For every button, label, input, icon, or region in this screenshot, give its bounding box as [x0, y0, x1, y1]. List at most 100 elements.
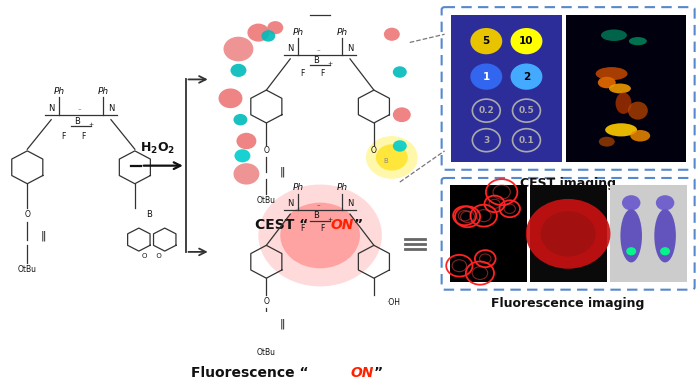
Text: Ph: Ph	[337, 183, 348, 192]
Text: ⁻: ⁻	[316, 204, 320, 211]
Circle shape	[470, 28, 502, 54]
Ellipse shape	[628, 102, 648, 120]
Text: F: F	[300, 225, 304, 233]
Text: N: N	[346, 44, 354, 53]
Text: ‖: ‖	[279, 167, 285, 178]
Text: +: +	[88, 122, 94, 127]
Text: ”: ”	[373, 366, 382, 378]
Text: F: F	[320, 69, 324, 78]
Circle shape	[393, 107, 411, 122]
Text: B: B	[313, 56, 319, 65]
Text: B: B	[74, 117, 80, 126]
Ellipse shape	[654, 209, 676, 262]
Text: ⁻: ⁻	[316, 49, 320, 55]
Circle shape	[384, 28, 400, 41]
Ellipse shape	[601, 29, 627, 41]
Text: Ph: Ph	[337, 28, 348, 37]
FancyBboxPatch shape	[442, 7, 694, 170]
Text: Ph: Ph	[97, 87, 108, 96]
Text: OtBu: OtBu	[18, 265, 37, 274]
Text: 1: 1	[483, 71, 490, 82]
FancyBboxPatch shape	[442, 178, 694, 290]
Circle shape	[660, 247, 670, 256]
Text: ‖: ‖	[41, 230, 46, 241]
Text: N: N	[108, 104, 114, 113]
Circle shape	[540, 211, 596, 257]
Circle shape	[247, 23, 270, 42]
Ellipse shape	[606, 123, 637, 136]
Text: B: B	[384, 158, 388, 164]
Bar	[610, 185, 687, 282]
Circle shape	[237, 133, 256, 149]
Text: +: +	[328, 61, 332, 66]
Circle shape	[234, 114, 247, 125]
Text: O: O	[263, 297, 270, 306]
Bar	[449, 185, 526, 282]
Text: O    O: O O	[142, 253, 162, 259]
Circle shape	[376, 144, 408, 170]
Ellipse shape	[598, 77, 616, 88]
Text: N: N	[48, 104, 55, 113]
Text: 10: 10	[519, 36, 533, 46]
Text: ”: ”	[354, 218, 363, 232]
Bar	[530, 185, 607, 282]
Text: F: F	[300, 69, 304, 78]
Text: 3: 3	[483, 136, 489, 145]
Ellipse shape	[615, 93, 631, 114]
Ellipse shape	[620, 209, 642, 262]
Text: OtBu: OtBu	[257, 348, 276, 356]
Circle shape	[223, 37, 253, 61]
Circle shape	[234, 149, 251, 163]
Text: Fluorescence “: Fluorescence “	[190, 366, 308, 378]
Text: 5: 5	[483, 36, 490, 46]
Text: Ph: Ph	[54, 87, 64, 96]
Circle shape	[218, 88, 242, 108]
Text: ‖: ‖	[279, 319, 285, 330]
Text: 0.1: 0.1	[519, 136, 534, 145]
Text: 0.5: 0.5	[519, 106, 534, 115]
Circle shape	[234, 163, 260, 184]
Text: Fluorescence imaging: Fluorescence imaging	[491, 297, 645, 310]
Ellipse shape	[609, 84, 631, 93]
Circle shape	[230, 64, 246, 77]
Text: +: +	[328, 217, 332, 222]
Text: $\mathbf{H_2O_2}$: $\mathbf{H_2O_2}$	[140, 141, 175, 156]
Bar	[451, 14, 562, 163]
Text: N: N	[287, 44, 293, 53]
Text: B: B	[313, 211, 319, 220]
Circle shape	[510, 64, 542, 90]
Text: ON: ON	[350, 366, 374, 378]
Circle shape	[510, 28, 542, 54]
Text: ON: ON	[330, 218, 354, 232]
Circle shape	[393, 140, 407, 152]
Circle shape	[526, 199, 610, 269]
Text: O: O	[263, 146, 270, 155]
Circle shape	[656, 195, 674, 211]
Text: F: F	[320, 225, 324, 233]
Text: CEST “: CEST “	[255, 218, 308, 232]
Text: CEST imaging: CEST imaging	[520, 177, 616, 190]
Text: Ph: Ph	[293, 183, 304, 192]
Text: F: F	[81, 132, 85, 141]
Text: N: N	[346, 199, 354, 208]
Text: Ph: Ph	[293, 28, 304, 37]
Text: 0.2: 0.2	[478, 106, 494, 115]
Text: 2: 2	[523, 71, 530, 82]
Bar	[566, 14, 686, 163]
Text: F: F	[61, 132, 65, 141]
Text: OtBu: OtBu	[257, 196, 276, 204]
Text: ⁻: ⁻	[77, 108, 81, 115]
Circle shape	[393, 66, 407, 78]
Circle shape	[261, 30, 275, 42]
Ellipse shape	[629, 37, 647, 45]
Circle shape	[280, 203, 360, 268]
Circle shape	[470, 64, 502, 90]
Circle shape	[258, 184, 382, 287]
Ellipse shape	[630, 130, 650, 141]
Circle shape	[366, 136, 418, 179]
Text: N: N	[287, 199, 293, 208]
Circle shape	[622, 195, 640, 211]
Text: O: O	[371, 146, 377, 155]
Text: ·OH: ·OH	[386, 298, 400, 307]
Ellipse shape	[598, 137, 615, 147]
